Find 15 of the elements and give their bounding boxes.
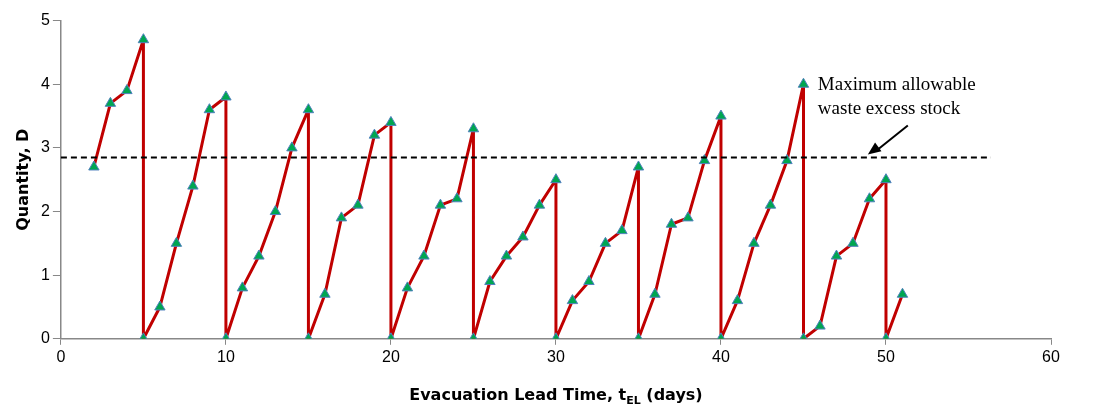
y-tick-label: 4 — [40, 74, 50, 92]
x-tick-label: 60 — [1042, 347, 1060, 365]
x-tick-label: 10 — [217, 347, 235, 365]
annotation: Maximum allowable waste excess stock — [817, 73, 976, 119]
y-tick-label: 5 — [40, 11, 50, 29]
y-tick-label: 1 — [40, 265, 50, 283]
x-tick-label: 30 — [547, 347, 565, 365]
x-tick-label: 50 — [877, 347, 895, 365]
y-axis-title: Quantity, D — [13, 128, 33, 231]
x-tick-label: 20 — [382, 347, 400, 365]
y-tick-label: 2 — [40, 201, 50, 219]
x-tick-label: 0 — [56, 347, 66, 365]
y-tick-label: 0 — [40, 329, 50, 347]
y-tick-label: 3 — [40, 138, 50, 156]
x-tick-label: 40 — [712, 347, 730, 365]
